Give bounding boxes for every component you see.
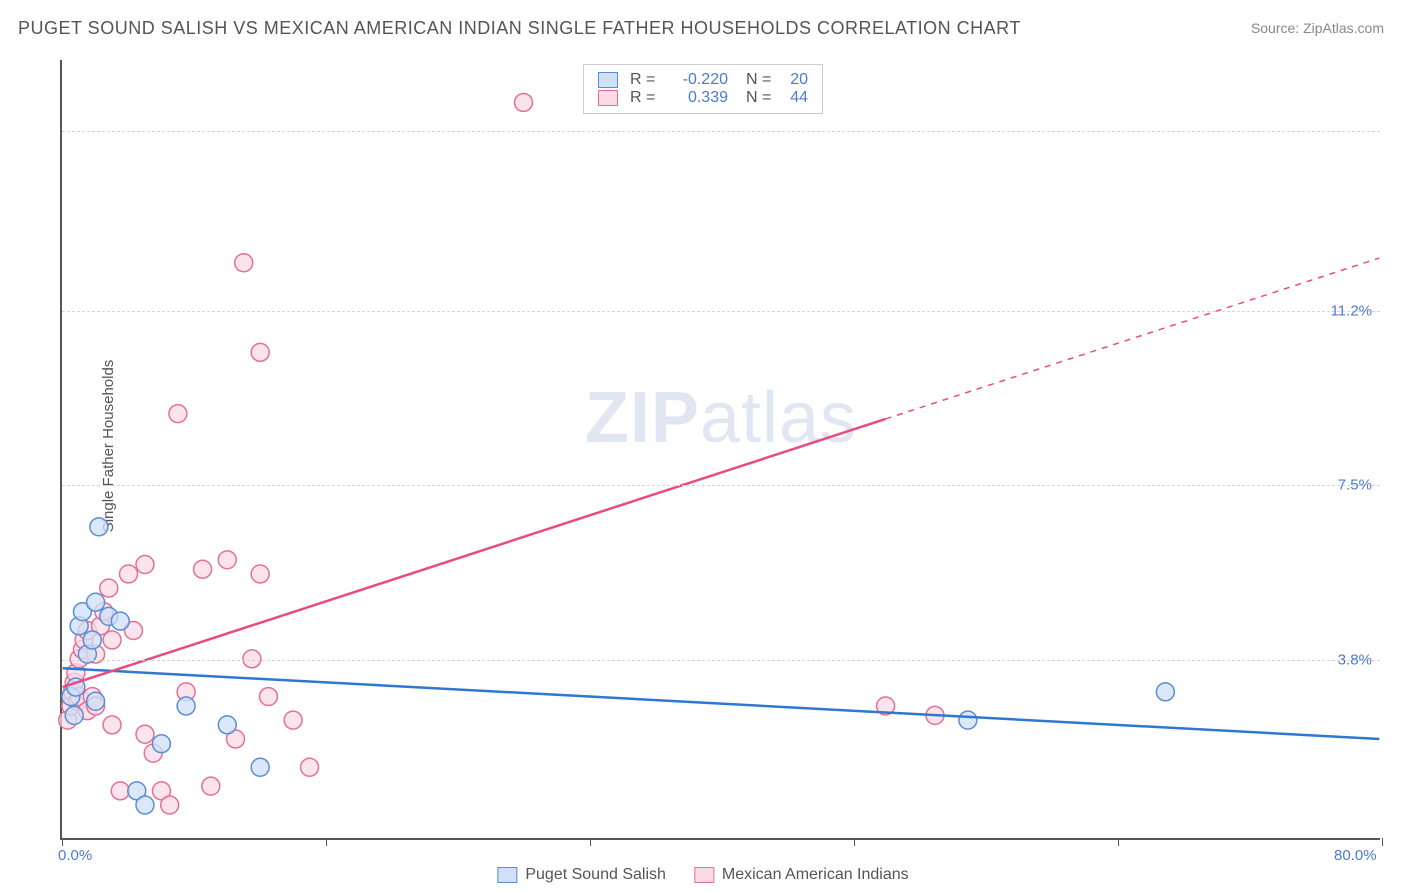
legend-swatch xyxy=(598,72,618,88)
data-point xyxy=(1156,683,1174,701)
data-point xyxy=(251,758,269,776)
data-point xyxy=(103,716,121,734)
data-point xyxy=(90,518,108,536)
trend-line xyxy=(63,419,886,687)
legend-n-value: 44 xyxy=(780,89,808,107)
legend-n-value: 20 xyxy=(780,71,808,89)
plot-area: ZIPatlas 3.8%7.5%11.2%0.0%80.0% xyxy=(60,60,1380,840)
legend-r-label: R = xyxy=(630,71,656,89)
legend-swatch xyxy=(598,90,618,106)
gridline xyxy=(62,485,1380,486)
data-point xyxy=(284,711,302,729)
data-point xyxy=(111,782,129,800)
data-point xyxy=(177,697,195,715)
source-attribution: Source: ZipAtlas.com xyxy=(1251,20,1384,36)
gridline xyxy=(62,131,1380,132)
data-point xyxy=(194,560,212,578)
data-point xyxy=(235,254,253,272)
data-point xyxy=(243,650,261,668)
gridline xyxy=(62,311,1380,312)
data-point xyxy=(251,565,269,583)
source-link[interactable]: ZipAtlas.com xyxy=(1303,20,1384,36)
data-point xyxy=(259,688,277,706)
y-tick-label: 3.8% xyxy=(1338,652,1372,669)
x-tick xyxy=(62,838,63,846)
legend-series-name: Mexican American Indians xyxy=(722,866,909,884)
legend-n-label: N = xyxy=(746,71,772,89)
data-point xyxy=(959,711,977,729)
data-point xyxy=(515,93,533,111)
x-tick xyxy=(1382,838,1383,846)
source-label: Source: xyxy=(1251,20,1299,36)
x-tick xyxy=(854,838,855,846)
gridline xyxy=(62,660,1380,661)
data-point xyxy=(136,725,154,743)
legend-item: Mexican American Indians xyxy=(694,866,909,884)
legend-n-label: N = xyxy=(746,89,772,107)
legend-r-value: 0.339 xyxy=(664,89,728,107)
y-tick-label: 11.2% xyxy=(1331,302,1372,319)
series-legend: Puget Sound Salish Mexican American India… xyxy=(497,866,908,884)
x-tick-label: 80.0% xyxy=(1334,847,1377,864)
data-point xyxy=(87,593,105,611)
legend-r-label: R = xyxy=(630,89,656,107)
x-tick xyxy=(1118,838,1119,846)
y-tick-label: 7.5% xyxy=(1338,477,1372,494)
data-point xyxy=(161,796,179,814)
data-point xyxy=(218,551,236,569)
data-point xyxy=(251,343,269,361)
trend-line xyxy=(63,668,1380,739)
chart-container: PUGET SOUND SALISH VS MEXICAN AMERICAN I… xyxy=(0,0,1406,892)
legend-swatch xyxy=(694,867,714,883)
legend-swatch xyxy=(497,867,517,883)
correlation-legend: R = -0.220 N = 20 R = 0.339 N = 44 xyxy=(583,64,823,114)
x-tick xyxy=(326,838,327,846)
data-point xyxy=(87,692,105,710)
data-point xyxy=(100,579,118,597)
data-point xyxy=(136,556,154,574)
x-tick xyxy=(590,838,591,846)
data-point xyxy=(111,612,129,630)
legend-r-value: -0.220 xyxy=(664,71,728,89)
chart-title: PUGET SOUND SALISH VS MEXICAN AMERICAN I… xyxy=(18,18,1021,39)
data-point xyxy=(218,716,236,734)
data-point xyxy=(169,405,187,423)
data-point xyxy=(120,565,138,583)
legend-series-name: Puget Sound Salish xyxy=(525,866,666,884)
data-point xyxy=(202,777,220,795)
data-point xyxy=(83,631,101,649)
legend-item: Puget Sound Salish xyxy=(497,866,666,884)
scatter-svg xyxy=(62,60,1380,838)
data-point xyxy=(65,706,83,724)
data-point xyxy=(136,796,154,814)
legend-row: R = 0.339 N = 44 xyxy=(598,89,808,107)
trend-line-extrapolated xyxy=(886,258,1380,419)
legend-row: R = -0.220 N = 20 xyxy=(598,71,808,89)
x-tick-label: 0.0% xyxy=(58,847,92,864)
data-point xyxy=(152,735,170,753)
data-point xyxy=(103,631,121,649)
data-point xyxy=(301,758,319,776)
